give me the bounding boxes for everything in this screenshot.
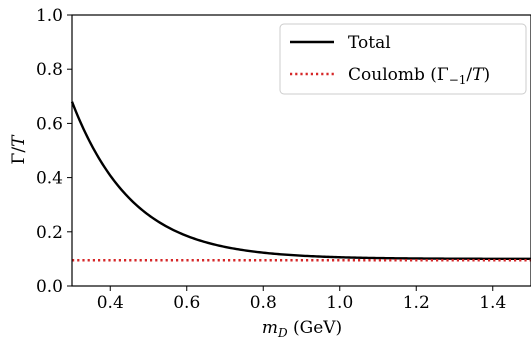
legend-box: [279, 23, 527, 95]
legend-label-coulomb: Coulomb (Γ−1/T): [348, 65, 490, 87]
y-axis-label: Γ/T: [9, 134, 29, 165]
y-tick-label: 0.2: [36, 223, 63, 243]
x-axis-ticks: 0.4 0.6 0.8 1.0 1.2 1.4: [97, 286, 506, 313]
x-tick-label: 1.4: [479, 293, 506, 313]
x-tick-label: 0.4: [97, 293, 124, 313]
x-axis-label: mD (GeV): [262, 318, 342, 340]
y-tick-label: 1.0: [36, 6, 63, 26]
legend: Total Coulomb (Γ−1/T): [279, 23, 527, 95]
y-tick-label: 0.0: [36, 277, 63, 297]
y-tick-label: 0.6: [36, 114, 63, 134]
y-tick-label: 0.4: [36, 169, 63, 189]
plot-area: [70, 101, 531, 262]
x-tick-label: 1.0: [326, 293, 353, 313]
y-axis-ticks: 0.0 0.2 0.4 0.6 0.8 1.0: [36, 6, 72, 297]
y-tick-label: 0.8: [36, 60, 63, 80]
x-tick-label: 1.2: [403, 293, 430, 313]
x-tick-label: 0.8: [250, 293, 277, 313]
x-tick-label: 0.6: [173, 293, 200, 313]
axes-frame: [71, 14, 531, 287]
series-line-total: [70, 101, 531, 261]
legend-label-total: Total: [348, 33, 391, 53]
